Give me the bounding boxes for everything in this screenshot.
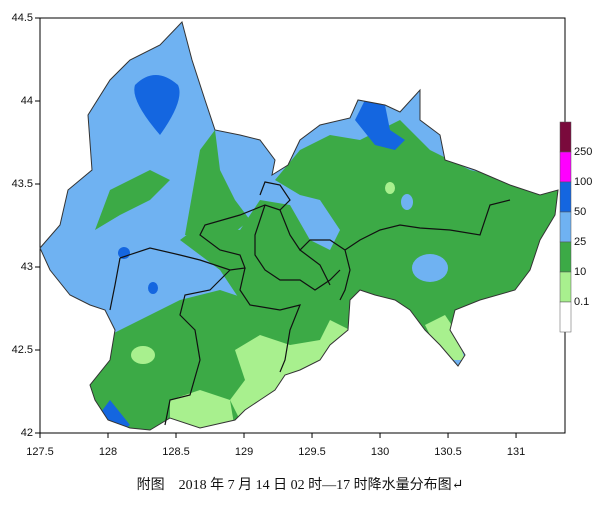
rain-50-100 xyxy=(148,282,158,294)
rain-0-10 xyxy=(170,390,235,430)
legend-label: 10 xyxy=(574,266,586,278)
legend-swatch xyxy=(559,241,572,273)
x-tick-label: 130 xyxy=(371,446,389,458)
legend-label: 0.1 xyxy=(574,296,589,308)
y-tick-label: 42.5 xyxy=(12,344,33,356)
rain-25-50 xyxy=(401,194,413,210)
legend-swatch xyxy=(559,151,572,183)
rain-50-100 xyxy=(95,400,130,430)
rain-0-10 xyxy=(425,315,465,360)
y-tick-label: 42 xyxy=(21,427,33,439)
rain-10-25 xyxy=(180,120,558,340)
y-tick-label: 44.5 xyxy=(12,12,33,24)
x-tick-label: 131 xyxy=(507,446,525,458)
county-borders xyxy=(109,181,511,426)
rain-10-25 xyxy=(185,130,250,240)
caption: 附图 2018 年 7 月 14 日 02 时—17 时降水量分布图↵ xyxy=(137,477,464,493)
rain-0-10 xyxy=(230,320,350,420)
legend-swatch xyxy=(559,121,572,153)
legend-label: 100 xyxy=(574,176,592,188)
legend-label: 50 xyxy=(574,206,586,218)
rain-50-100 xyxy=(355,100,405,150)
legend-swatch xyxy=(559,181,572,213)
y-tick-label: 43 xyxy=(21,261,33,273)
legend: 250 100 50 25 10 0.1 xyxy=(559,121,592,333)
legend-swatch xyxy=(559,211,572,243)
y-tick-label: 44 xyxy=(21,95,33,107)
x-tick-label: 130.5 xyxy=(434,446,462,458)
legend-swatch xyxy=(559,271,572,303)
x-tick-label: 128 xyxy=(99,446,117,458)
legend-label: 25 xyxy=(574,236,586,248)
province-outline xyxy=(39,21,559,431)
rain-50-100 xyxy=(134,75,180,135)
rain-25-50 xyxy=(412,254,448,282)
x-tick-label: 129 xyxy=(235,446,253,458)
legend-swatch xyxy=(559,301,572,333)
x-tick-label: 129.5 xyxy=(298,446,326,458)
rain-0-10 xyxy=(131,346,155,364)
legend-label: 250 xyxy=(574,146,592,158)
x-tick-label: 128.5 xyxy=(162,446,190,458)
x-tick-label: 127.5 xyxy=(26,446,54,458)
y-tick-label: 43.5 xyxy=(12,178,33,190)
rain-10-25 xyxy=(95,170,170,230)
rain-0-10 xyxy=(385,182,395,194)
